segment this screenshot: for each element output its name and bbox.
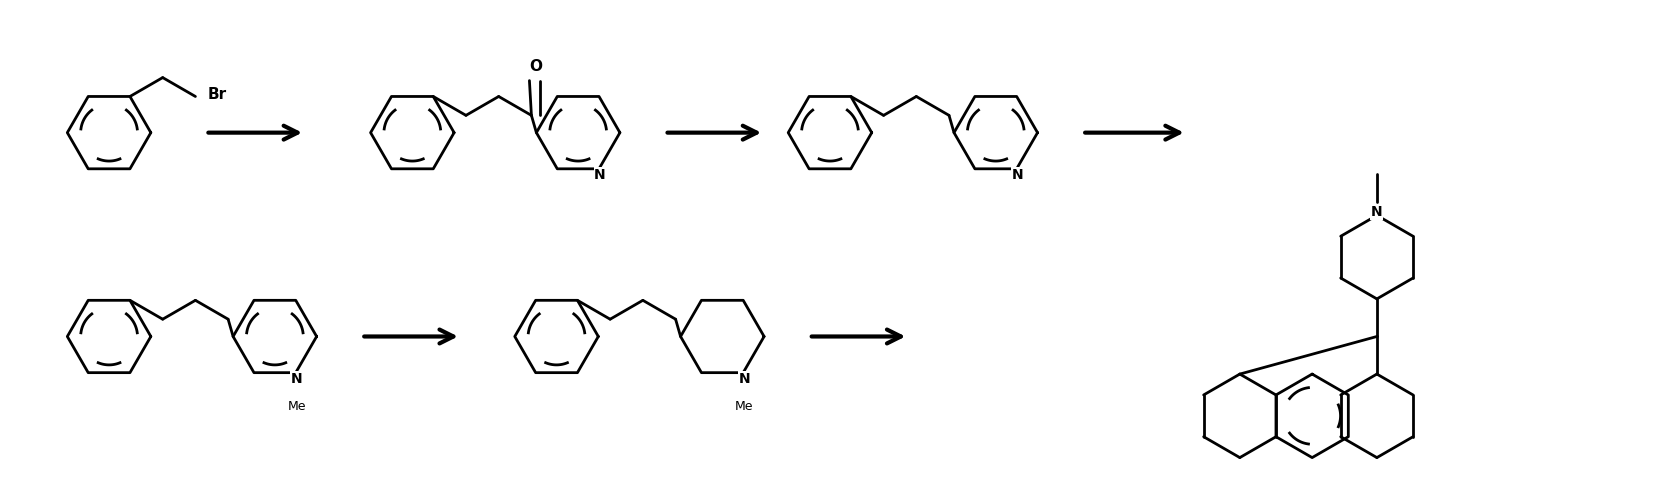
Text: N: N xyxy=(1011,168,1023,182)
Text: Me: Me xyxy=(735,400,753,413)
Text: Br: Br xyxy=(207,87,227,102)
Text: N: N xyxy=(738,371,750,386)
Text: N: N xyxy=(1370,205,1382,219)
Text: Me: Me xyxy=(288,400,306,413)
Text: O: O xyxy=(528,59,541,74)
Text: N: N xyxy=(291,371,303,386)
Text: N: N xyxy=(594,168,606,182)
